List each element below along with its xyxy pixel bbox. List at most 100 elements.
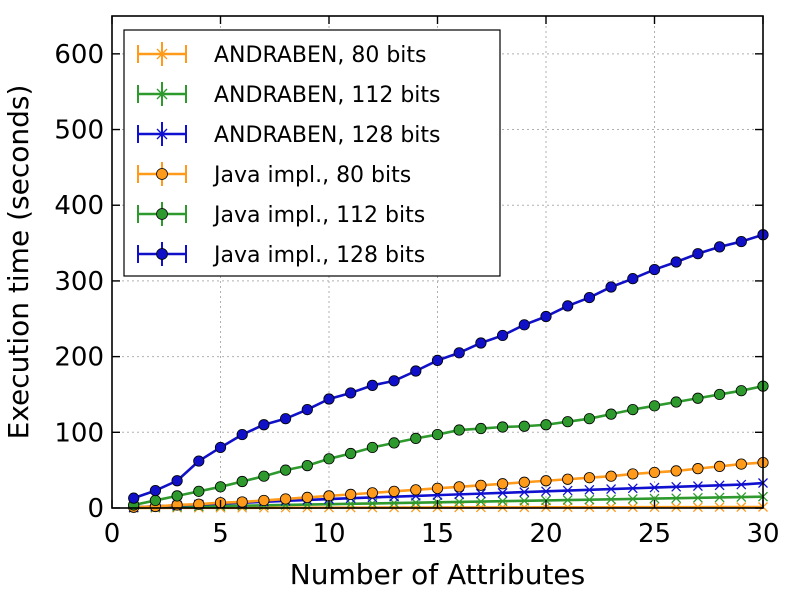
circle-marker	[670, 396, 682, 408]
y-tick-label: 0	[87, 494, 104, 524]
circle-marker	[171, 475, 183, 487]
x-tick-label: 15	[421, 519, 454, 549]
legend-label: ANDRABEN, 80 bits	[214, 43, 426, 68]
circle-marker	[301, 403, 313, 416]
circle-marker	[475, 337, 487, 349]
x-marker	[562, 495, 573, 506]
series-5	[128, 229, 769, 504]
circle-marker	[388, 375, 400, 387]
x-marker	[736, 479, 747, 490]
y-tick-label: 200	[54, 343, 104, 373]
circle-marker	[410, 484, 422, 496]
legend-entry-2: ANDRABEN, 128 bits	[137, 122, 440, 148]
circle-marker	[583, 291, 596, 304]
circle-marker	[540, 419, 552, 431]
x-marker	[454, 496, 465, 507]
x-tick-label: 25	[638, 519, 671, 549]
legend-entry-5: Java impl., 128 bits	[137, 242, 425, 268]
x-marker	[584, 484, 595, 495]
legend-entry-3: Java impl., 80 bits	[137, 162, 411, 188]
series-layer	[128, 229, 769, 513]
circle-marker	[540, 475, 552, 487]
circle-marker	[410, 365, 422, 377]
x-marker	[156, 48, 168, 60]
x-tick-label: 10	[312, 519, 345, 549]
circle-marker	[670, 256, 682, 268]
x-axis-label: Number of Attributes	[290, 558, 586, 591]
x-marker	[671, 481, 682, 492]
circle-marker	[431, 482, 444, 494]
legend: ANDRABEN, 80 bits ANDRABEN, 112 bits ANDRA…	[123, 29, 501, 277]
x-tick-label: 20	[529, 519, 562, 549]
x-marker	[649, 493, 660, 504]
x-marker	[736, 502, 747, 513]
circle-marker	[388, 485, 400, 497]
circle-marker	[475, 422, 487, 435]
y-tick-label: 600	[54, 40, 104, 70]
y-tick-label: 500	[54, 116, 104, 146]
circle-marker	[605, 470, 617, 482]
circle-marker	[583, 413, 596, 425]
circle-marker	[670, 465, 682, 477]
x-marker	[497, 496, 508, 507]
legend-label: Java impl., 80 bits	[212, 163, 411, 188]
circle-marker	[605, 281, 617, 293]
circle-marker	[713, 460, 726, 472]
circle-marker	[692, 248, 704, 260]
x-marker	[714, 502, 725, 513]
circle-marker	[518, 420, 530, 432]
circle-marker	[366, 487, 378, 499]
x-marker	[475, 496, 486, 507]
circle-marker	[583, 472, 596, 484]
circle-marker	[735, 458, 747, 470]
circle-marker	[713, 388, 726, 401]
circle-marker	[301, 491, 313, 504]
circle-marker	[475, 479, 487, 491]
legend-box	[123, 29, 501, 277]
circle-marker	[692, 392, 704, 404]
x-marker	[156, 128, 168, 140]
circle-marker	[193, 498, 205, 510]
circle-marker	[214, 481, 227, 493]
circle-marker	[496, 329, 509, 342]
x-marker	[714, 480, 725, 491]
circle-marker	[345, 488, 357, 500]
x-marker	[606, 484, 617, 495]
circle-marker	[648, 466, 661, 479]
x-marker	[541, 486, 551, 497]
circle-marker	[562, 300, 574, 312]
series-3	[128, 456, 769, 513]
circle-marker	[496, 478, 509, 490]
circle-marker	[236, 428, 248, 441]
x-marker	[156, 88, 168, 100]
y-tick-label: 100	[54, 418, 104, 448]
x-tick-label: 5	[212, 519, 229, 549]
circle-marker	[562, 473, 574, 485]
legend-label: Java impl., 112 bits	[212, 203, 425, 228]
x-marker	[584, 494, 595, 505]
circle-marker	[236, 475, 248, 488]
circle-marker	[156, 208, 168, 220]
legend-label: Java impl., 128 bits	[212, 243, 425, 268]
x-marker	[519, 487, 530, 498]
circle-marker	[214, 441, 227, 454]
circle-marker	[453, 481, 465, 493]
circle-marker	[388, 437, 400, 449]
y-tick-label: 400	[54, 191, 104, 221]
x-marker	[692, 492, 703, 503]
x-marker	[692, 502, 703, 513]
x-tick-label: 30	[746, 519, 779, 549]
circle-marker	[323, 490, 335, 502]
circle-marker	[366, 441, 378, 454]
x-marker	[475, 488, 486, 499]
circle-marker	[366, 379, 378, 391]
circle-marker	[735, 235, 747, 248]
circle-marker	[692, 463, 704, 475]
x-marker	[671, 493, 682, 504]
circle-marker	[128, 492, 140, 504]
circle-marker	[518, 476, 530, 488]
circle-marker	[301, 460, 313, 472]
